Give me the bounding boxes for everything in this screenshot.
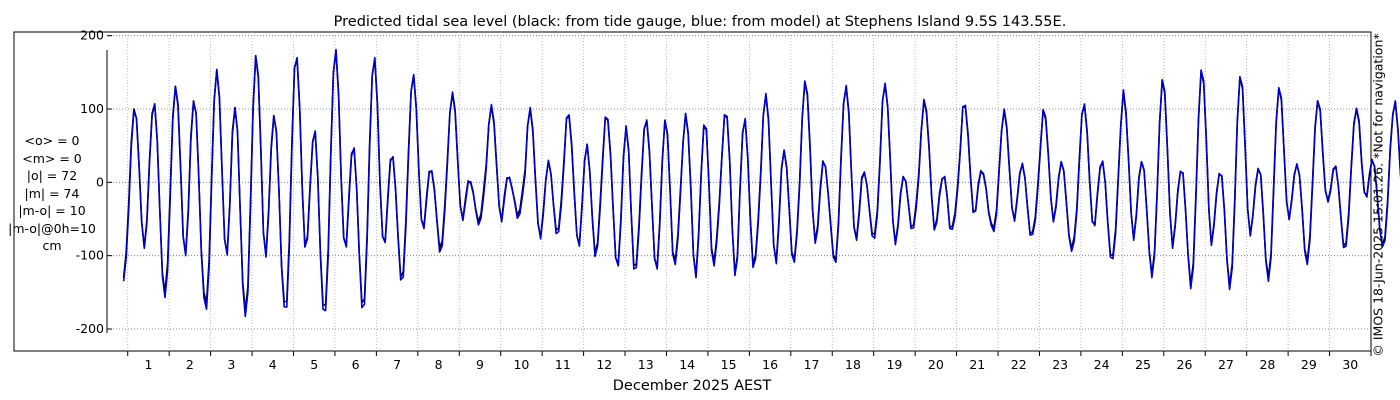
x-tick-label: 22 <box>1011 357 1027 372</box>
x-tick-label: 28 <box>1259 357 1275 372</box>
stat-abs-model: |m| = 74 <box>24 185 80 201</box>
x-tick-label: 8 <box>435 357 443 372</box>
x-axis-label: December 2025 AEST <box>613 378 772 394</box>
x-tick-label: 15 <box>721 357 737 372</box>
y-tick-label: -200 <box>76 321 104 336</box>
x-tick-label: 10 <box>513 357 529 372</box>
y-tick-label: 200 <box>80 28 104 43</box>
x-tick-label: 1 <box>144 357 152 372</box>
x-tick-label: 18 <box>845 357 861 372</box>
x-tick-label: 3 <box>227 357 235 372</box>
stat-mean-observed: <o> = 0 <box>24 133 80 148</box>
chart-title: Predicted tidal sea level (black: from t… <box>334 14 1067 30</box>
x-tick-label: 4 <box>269 357 277 372</box>
stat-mean-model: <m> = 0 <box>22 150 82 166</box>
stat-abs-observed: |o| = 72 <box>26 168 78 183</box>
x-tick-label: 21 <box>969 357 985 372</box>
x-tick-label: 13 <box>638 357 654 372</box>
x-tick-label: 9 <box>476 357 484 372</box>
x-tick-label: 26 <box>1177 357 1193 372</box>
grid <box>107 32 1371 351</box>
x-tick-label: 17 <box>804 357 820 372</box>
x-tick-label: 14 <box>679 357 695 372</box>
x-tick-label: 23 <box>1052 357 1068 372</box>
y-tick-label: 0 <box>96 174 104 189</box>
x-tick-label: 2 <box>186 357 194 372</box>
y-tick-label: 100 <box>80 101 104 116</box>
x-tick-label: 30 <box>1342 357 1358 372</box>
series-line-model <box>122 48 1400 318</box>
outer-frame <box>13 31 1372 352</box>
x-tick-label: 29 <box>1301 357 1317 372</box>
x-tick-label: 6 <box>352 357 360 372</box>
x-tick-label: 27 <box>1218 357 1234 372</box>
x-tick-label: 7 <box>393 357 401 372</box>
stat-unit: cm <box>42 238 62 253</box>
x-tick-label: 20 <box>928 357 944 372</box>
x-tick-label: 19 <box>886 357 902 372</box>
x-tick-label: 16 <box>762 357 778 372</box>
stat-abs-diff-0h: |m-o|@0h=10 <box>8 220 96 236</box>
x-tick-label: 25 <box>1135 357 1151 372</box>
x-tick-label: 24 <box>1094 357 1110 372</box>
x-tick-label: 5 <box>310 357 318 372</box>
x-tick-label: 12 <box>596 357 612 372</box>
x-tick-label: 11 <box>555 357 571 372</box>
statistics-panel: <o> = 0 <m> = 0 |o| = 72 |m| = 74 |m-o| … <box>0 132 104 255</box>
stat-abs-diff: |m-o| = 10 <box>18 203 86 218</box>
series-group <box>122 48 1400 318</box>
copyright-notice: © IMOS 18-Jun-2025 15:01:26. *Not for na… <box>1370 33 1386 357</box>
y-tick-label: -100 <box>76 248 104 263</box>
